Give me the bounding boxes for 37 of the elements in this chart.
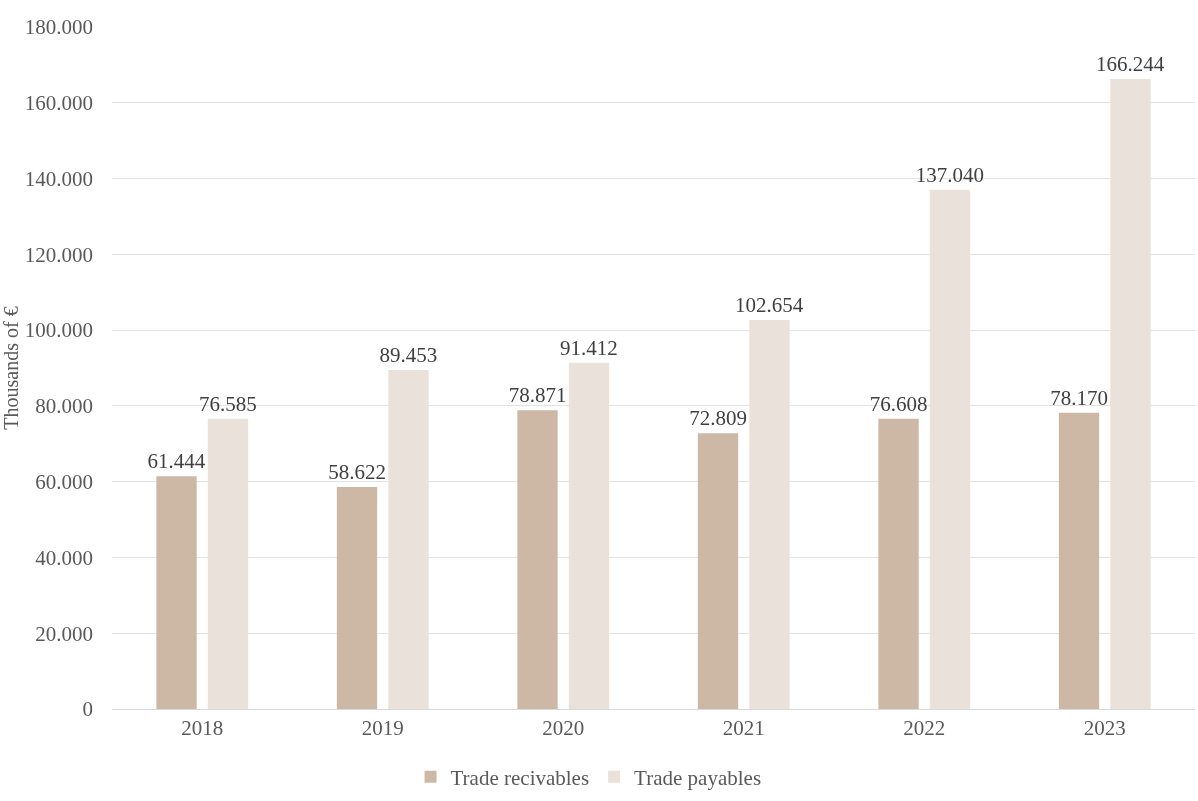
data-label: 72.809 [689, 406, 747, 431]
bar [156, 476, 197, 709]
y-tick-label: 100.000 [24, 318, 93, 343]
data-label: 78.871 [508, 383, 567, 408]
y-tick-label: 180.000 [24, 15, 93, 40]
x-tick-label: 2022 [903, 716, 946, 741]
data-label: 102.654 [735, 293, 804, 318]
data-label: 91.412 [560, 335, 618, 360]
data-label: 61.444 [147, 449, 206, 474]
data-label: 76.585 [199, 391, 257, 416]
data-label: 137.040 [915, 162, 985, 187]
x-tick-label: 2021 [722, 716, 765, 741]
y-tick-label: 80.000 [35, 394, 93, 419]
data-label: 166.244 [1096, 52, 1165, 77]
y-axis-title: Thousands of € [0, 306, 22, 430]
y-tick-label: 20.000 [35, 621, 93, 646]
x-tick-label: 2018 [181, 716, 224, 741]
x-tick-label: 2019 [361, 716, 404, 741]
bar [517, 410, 558, 709]
data-label: 89.453 [379, 343, 438, 368]
bar [697, 433, 739, 709]
data-label: 78.170 [1050, 385, 1108, 410]
y-tick-label: 60.000 [35, 470, 93, 495]
data-label: 58.622 [328, 459, 386, 484]
bar [1058, 412, 1100, 709]
data-label: 76.608 [869, 391, 928, 416]
x-tick-label: 2020 [542, 716, 585, 741]
y-tick-label: 120.000 [24, 242, 93, 267]
y-tick-label: 0 [82, 697, 93, 722]
y-tick-label: 160.000 [24, 91, 93, 116]
legend-label: Trade recivables [450, 766, 590, 791]
y-tick-label: 40.000 [35, 545, 93, 570]
y-tick-label: 140.000 [24, 166, 93, 191]
bar [878, 418, 919, 709]
x-tick-label: 2023 [1083, 716, 1126, 741]
bar [336, 486, 378, 709]
legend-label: Trade payables [634, 766, 762, 791]
